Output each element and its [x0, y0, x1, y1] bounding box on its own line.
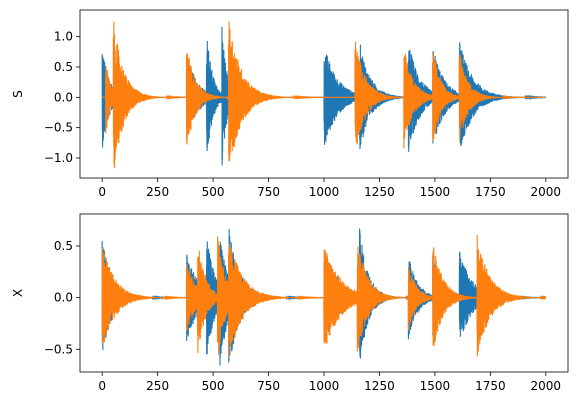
x-tick-label: 1250	[364, 185, 395, 199]
x-tick-label: 1750	[475, 185, 506, 199]
x-tick-label: 0	[98, 185, 106, 199]
x-tick-label: 750	[257, 185, 280, 199]
subplot-2: 0 250 500 750 1000 1250 1500 1750 2000 −0.5 0.0 0.5…	[11, 213, 569, 393]
subplot-1: 0 250 500 750 1000 1250 1500 1750 2000 −1.0 −0.5 0.…	[11, 9, 569, 199]
x-tick-label: 1500	[420, 185, 451, 199]
y-tick-label: 0.0	[54, 90, 73, 104]
y-tick-label: −0.5	[44, 342, 73, 356]
x-tick-label: 750	[257, 379, 280, 393]
y-tick-label: 0.0	[54, 291, 73, 305]
x-tick-label: 2000	[531, 185, 562, 199]
y-tick-label: 1.0	[54, 30, 73, 44]
x-tick-label: 1000	[309, 379, 340, 393]
x-tick-label: 0	[98, 379, 106, 393]
series-line-2	[101, 234, 547, 358]
x-tick-label: 1500	[420, 379, 451, 393]
series-line-2	[102, 21, 546, 169]
y-axis-label: S	[11, 90, 25, 98]
x-tick-label: 250	[146, 379, 169, 393]
y-tick-label: 0.5	[54, 60, 73, 74]
y-tick-label: −0.5	[44, 121, 73, 135]
x-tick-label: 1000	[309, 185, 340, 199]
x-tick-label: 500	[202, 185, 225, 199]
x-tick-label: 1750	[475, 379, 506, 393]
x-tick-label: 1250	[364, 379, 395, 393]
x-tick-label: 250	[146, 185, 169, 199]
y-tick-label: 0.5	[54, 239, 73, 253]
y-axis-label: X	[11, 289, 25, 297]
x-tick-label: 500	[202, 379, 225, 393]
y-tick-label: −1.0	[44, 151, 73, 165]
x-tick-label: 2000	[531, 379, 562, 393]
